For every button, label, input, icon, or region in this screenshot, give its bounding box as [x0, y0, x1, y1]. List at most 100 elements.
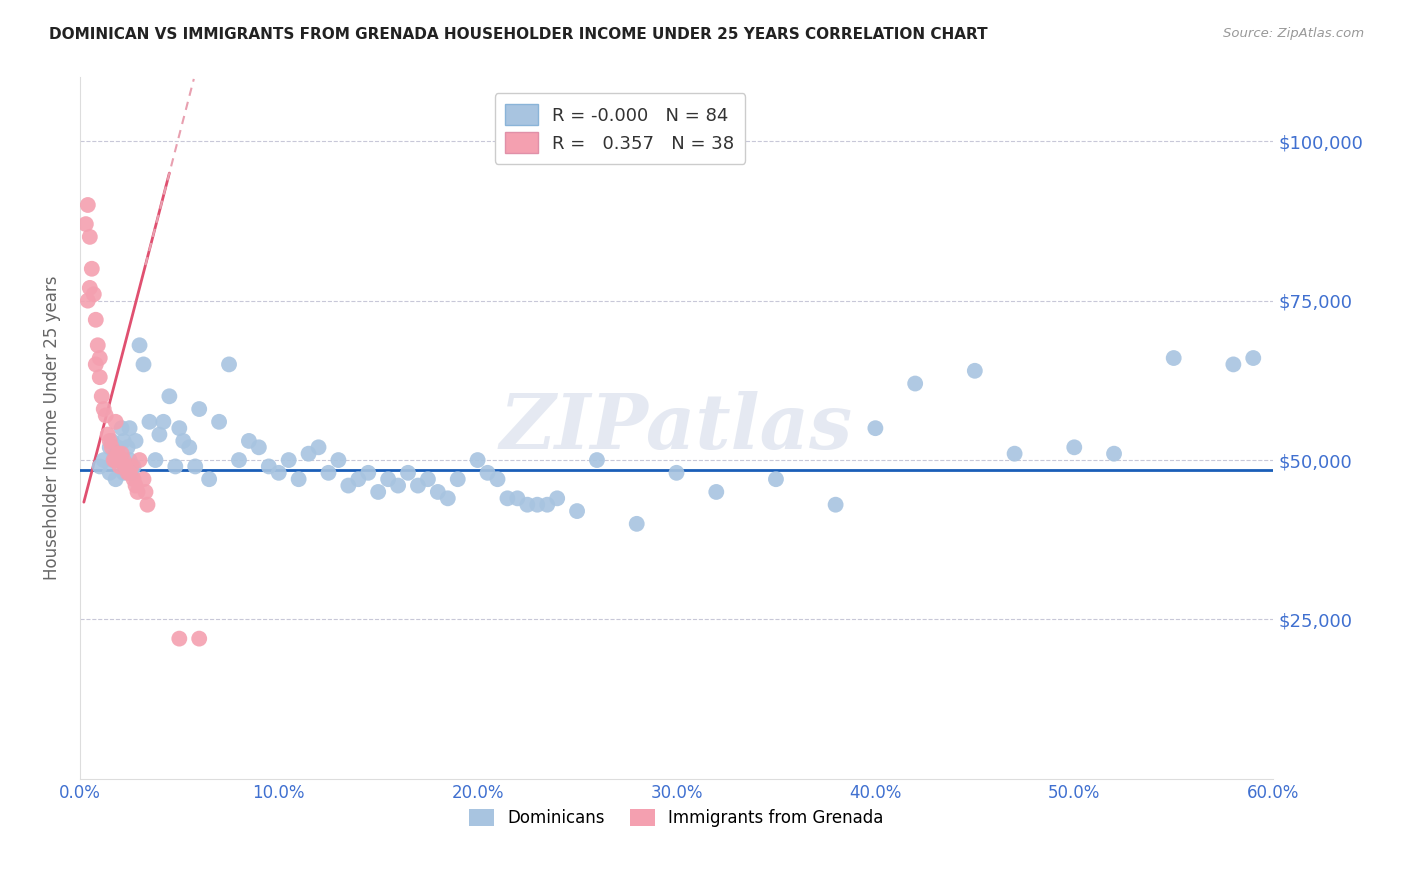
- Point: [84, 312, 107, 326]
- Point: [179, 440, 201, 454]
- Point: [387, 478, 409, 492]
- Text: Source: ZipAtlas.com: Source: ZipAtlas.com: [1223, 27, 1364, 40]
- Point: [83, 287, 105, 301]
- Point: [1222, 358, 1244, 372]
- Point: [93, 402, 115, 417]
- Point: [132, 472, 155, 486]
- Point: [1102, 447, 1125, 461]
- Point: [132, 358, 155, 372]
- Text: ZIPatlas: ZIPatlas: [501, 392, 853, 466]
- Point: [121, 459, 143, 474]
- Point: [124, 478, 146, 492]
- Point: [516, 498, 538, 512]
- Point: [416, 472, 439, 486]
- Point: [765, 472, 787, 486]
- Point: [118, 453, 141, 467]
- Point: [586, 453, 609, 467]
- Point: [122, 472, 145, 486]
- Point: [287, 472, 309, 486]
- Point: [100, 434, 122, 448]
- Point: [436, 491, 458, 506]
- Point: [218, 358, 240, 372]
- Point: [138, 415, 160, 429]
- Point: [865, 421, 887, 435]
- Point: [447, 472, 470, 486]
- Point: [97, 427, 120, 442]
- Point: [103, 453, 125, 467]
- Point: [111, 421, 134, 435]
- Point: [112, 434, 135, 448]
- Point: [103, 453, 125, 467]
- Point: [114, 459, 136, 474]
- Point: [165, 459, 187, 474]
- Point: [247, 440, 270, 454]
- Point: [467, 453, 489, 467]
- Point: [89, 459, 111, 474]
- Point: [228, 453, 250, 467]
- Point: [172, 434, 194, 448]
- Point: [145, 453, 167, 467]
- Point: [93, 453, 115, 467]
- Point: [328, 453, 350, 467]
- Point: [377, 472, 399, 486]
- Point: [84, 358, 107, 372]
- Point: [536, 498, 558, 512]
- Point: [308, 440, 330, 454]
- Point: [98, 466, 121, 480]
- Point: [477, 466, 499, 480]
- Point: [90, 389, 112, 403]
- Point: [297, 447, 319, 461]
- Point: [121, 466, 143, 480]
- Point: [188, 402, 211, 417]
- Point: [111, 447, 134, 461]
- Point: [112, 453, 135, 467]
- Point: [117, 466, 139, 480]
- Point: [122, 459, 145, 474]
- Point: [128, 453, 150, 467]
- Point: [104, 415, 127, 429]
- Point: [152, 415, 174, 429]
- Point: [357, 466, 380, 480]
- Point: [75, 217, 97, 231]
- Point: [104, 453, 127, 467]
- Point: [188, 632, 211, 646]
- Point: [107, 447, 129, 461]
- Point: [396, 466, 419, 480]
- Point: [157, 389, 180, 403]
- Point: [169, 632, 191, 646]
- Point: [704, 485, 727, 500]
- Point: [546, 491, 568, 506]
- Point: [134, 485, 156, 500]
- Point: [198, 472, 221, 486]
- Point: [98, 440, 121, 454]
- Point: [79, 281, 101, 295]
- Point: [367, 485, 389, 500]
- Point: [80, 261, 103, 276]
- Point: [118, 466, 141, 480]
- Point: [1063, 440, 1085, 454]
- Point: [76, 198, 98, 212]
- Point: [114, 459, 136, 474]
- Point: [1004, 447, 1026, 461]
- Point: [824, 498, 846, 512]
- Point: [526, 498, 548, 512]
- Point: [904, 376, 927, 391]
- Point: [565, 504, 588, 518]
- Point: [1241, 351, 1264, 365]
- Point: [1163, 351, 1185, 365]
- Point: [238, 434, 260, 448]
- Point: [100, 440, 122, 454]
- Point: [426, 485, 449, 500]
- Text: DOMINICAN VS IMMIGRANTS FROM GRENADA HOUSEHOLDER INCOME UNDER 25 YEARS CORRELATI: DOMINICAN VS IMMIGRANTS FROM GRENADA HOU…: [49, 27, 988, 42]
- Point: [277, 453, 299, 467]
- Point: [107, 440, 129, 454]
- Point: [76, 293, 98, 308]
- Point: [318, 466, 340, 480]
- Point: [128, 338, 150, 352]
- Point: [112, 466, 135, 480]
- Point: [94, 409, 117, 423]
- Point: [626, 516, 648, 531]
- Point: [148, 427, 170, 442]
- Point: [496, 491, 519, 506]
- Point: [124, 434, 146, 448]
